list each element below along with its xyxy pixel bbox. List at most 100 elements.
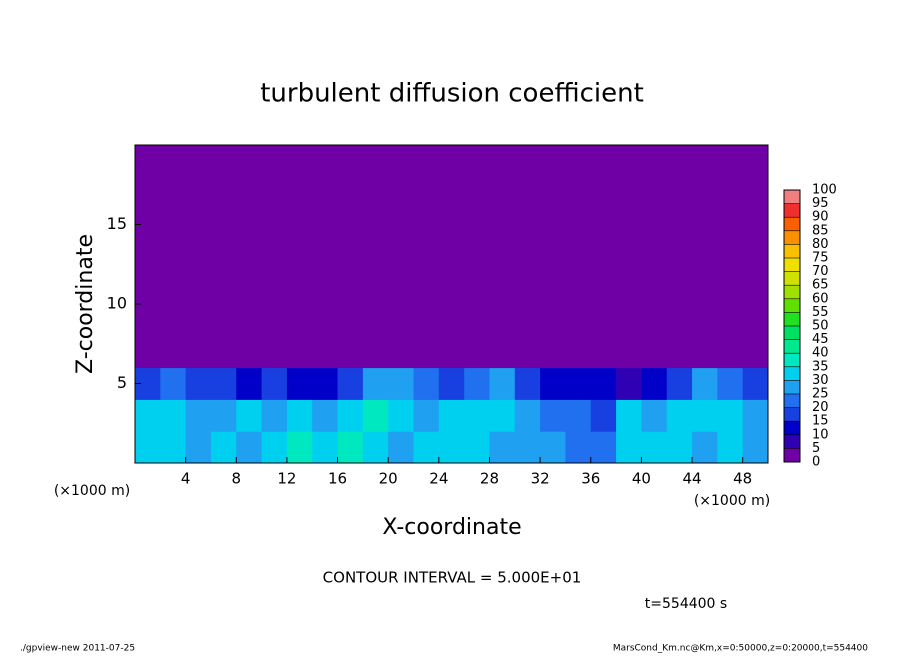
colorbar-swatch [784,217,800,231]
heatmap-cell [286,304,313,337]
heatmap-cell [438,304,465,337]
heatmap-cell [261,335,288,369]
heatmap-cell [312,304,339,337]
x-tick-label: 44 [682,470,701,488]
heatmap-cell [160,367,187,400]
heatmap-cell [717,240,744,273]
heatmap-cell [413,431,440,464]
heatmap-cell [717,431,744,464]
x-tick-label: 16 [328,470,347,488]
colorbar-label: 60 [812,291,829,306]
heatmap-cell [616,176,642,210]
heatmap-cell [692,208,718,241]
heatmap-cell [590,399,617,432]
heatmap-cell [388,145,415,178]
colorbar-swatch [784,394,800,408]
heatmap-cell [692,367,718,400]
heatmap-cell [185,208,212,241]
x-tick-label: 48 [733,470,752,488]
heatmap-cell [489,367,516,400]
heatmap-cell [337,208,364,241]
heatmap-cell [641,240,668,273]
heatmap-cell [160,240,187,273]
heatmap-cell [413,335,440,369]
heatmap-cell [362,272,389,305]
heatmap-cell [337,431,364,464]
heatmap-cell [616,399,642,432]
heatmap-cell [464,176,490,210]
heatmap-cell [514,335,541,369]
colorbar-label: 50 [812,319,829,334]
colorbar-label: 55 [812,305,829,320]
heatmap-cell [438,272,465,305]
heatmap-cell [464,240,490,273]
heatmap-cell [210,145,237,178]
heatmap-cell [286,335,313,369]
heatmap-cell [641,399,668,432]
heatmap-cell [261,431,288,464]
colorbar-swatch [784,353,800,367]
heatmap-cell [337,145,364,178]
heatmap-cell [464,431,490,464]
heatmap-cell [362,145,389,178]
heatmap-cell [464,145,490,178]
footer-right: MarsCond_Km.nc@Km,x=0:50000,z=0:20000,t=… [613,644,868,654]
heatmap-cell [413,399,440,432]
heatmap-cell [388,272,415,305]
colorbar-label: 25 [812,387,829,402]
heatmap-cell [565,367,592,400]
heatmap-cell [666,240,693,273]
heatmap-cell [337,304,364,337]
heatmap-cell [261,208,288,241]
heatmap-cell [438,399,465,432]
heatmap-cell [362,176,389,210]
heatmap-cell [160,399,187,432]
colorbar-label: 35 [812,359,829,374]
heatmap-cell [616,367,642,400]
colorbar-label: 85 [812,223,829,238]
heatmap-cell [717,208,744,241]
colorbar-label: 100 [812,183,837,198]
heatmap-cell [236,145,263,178]
heatmap-cell [666,272,693,305]
heatmap-cell [261,272,288,305]
heatmap-cell [438,367,465,400]
heatmap-cell [514,208,541,241]
heatmap-cell [742,208,769,241]
heatmap-cell [692,176,718,210]
heatmap-cell [160,145,187,178]
heatmap-cell [590,176,617,210]
heatmap-cell [616,240,642,273]
heatmap-cell [590,431,617,464]
colorbar-swatch [784,380,800,394]
heatmap-cell [464,208,490,241]
colorbar-swatch [784,244,800,258]
heatmap-cell [565,431,592,464]
heatmap-cell [185,304,212,337]
heatmap-cell [362,304,389,337]
heatmap-cell [717,399,744,432]
heatmap-cell [135,304,161,337]
heatmap-cell [692,240,718,273]
heatmap-cell [210,399,237,432]
heatmap-cell [489,335,516,369]
colorbar-label: 10 [812,427,829,442]
colorbar-swatch [784,285,800,299]
heatmap-cell [540,335,566,369]
heatmap-cell [742,176,769,210]
heatmap-cell [160,431,187,464]
heatmap-cell [388,399,415,432]
colorbar-label: 20 [812,400,829,415]
heatmap-cell [438,176,465,210]
heatmap-cell [590,272,617,305]
heatmap-cell [362,399,389,432]
heatmap-cell [742,145,769,178]
heatmap-cell [666,304,693,337]
heatmap-cell [286,176,313,210]
heatmap-cell [742,431,769,464]
heatmap-cell [210,304,237,337]
y-tick-label: 15 [107,214,127,233]
heatmap-cell [565,240,592,273]
heatmap-cell [540,176,566,210]
heatmap-cell [413,304,440,337]
